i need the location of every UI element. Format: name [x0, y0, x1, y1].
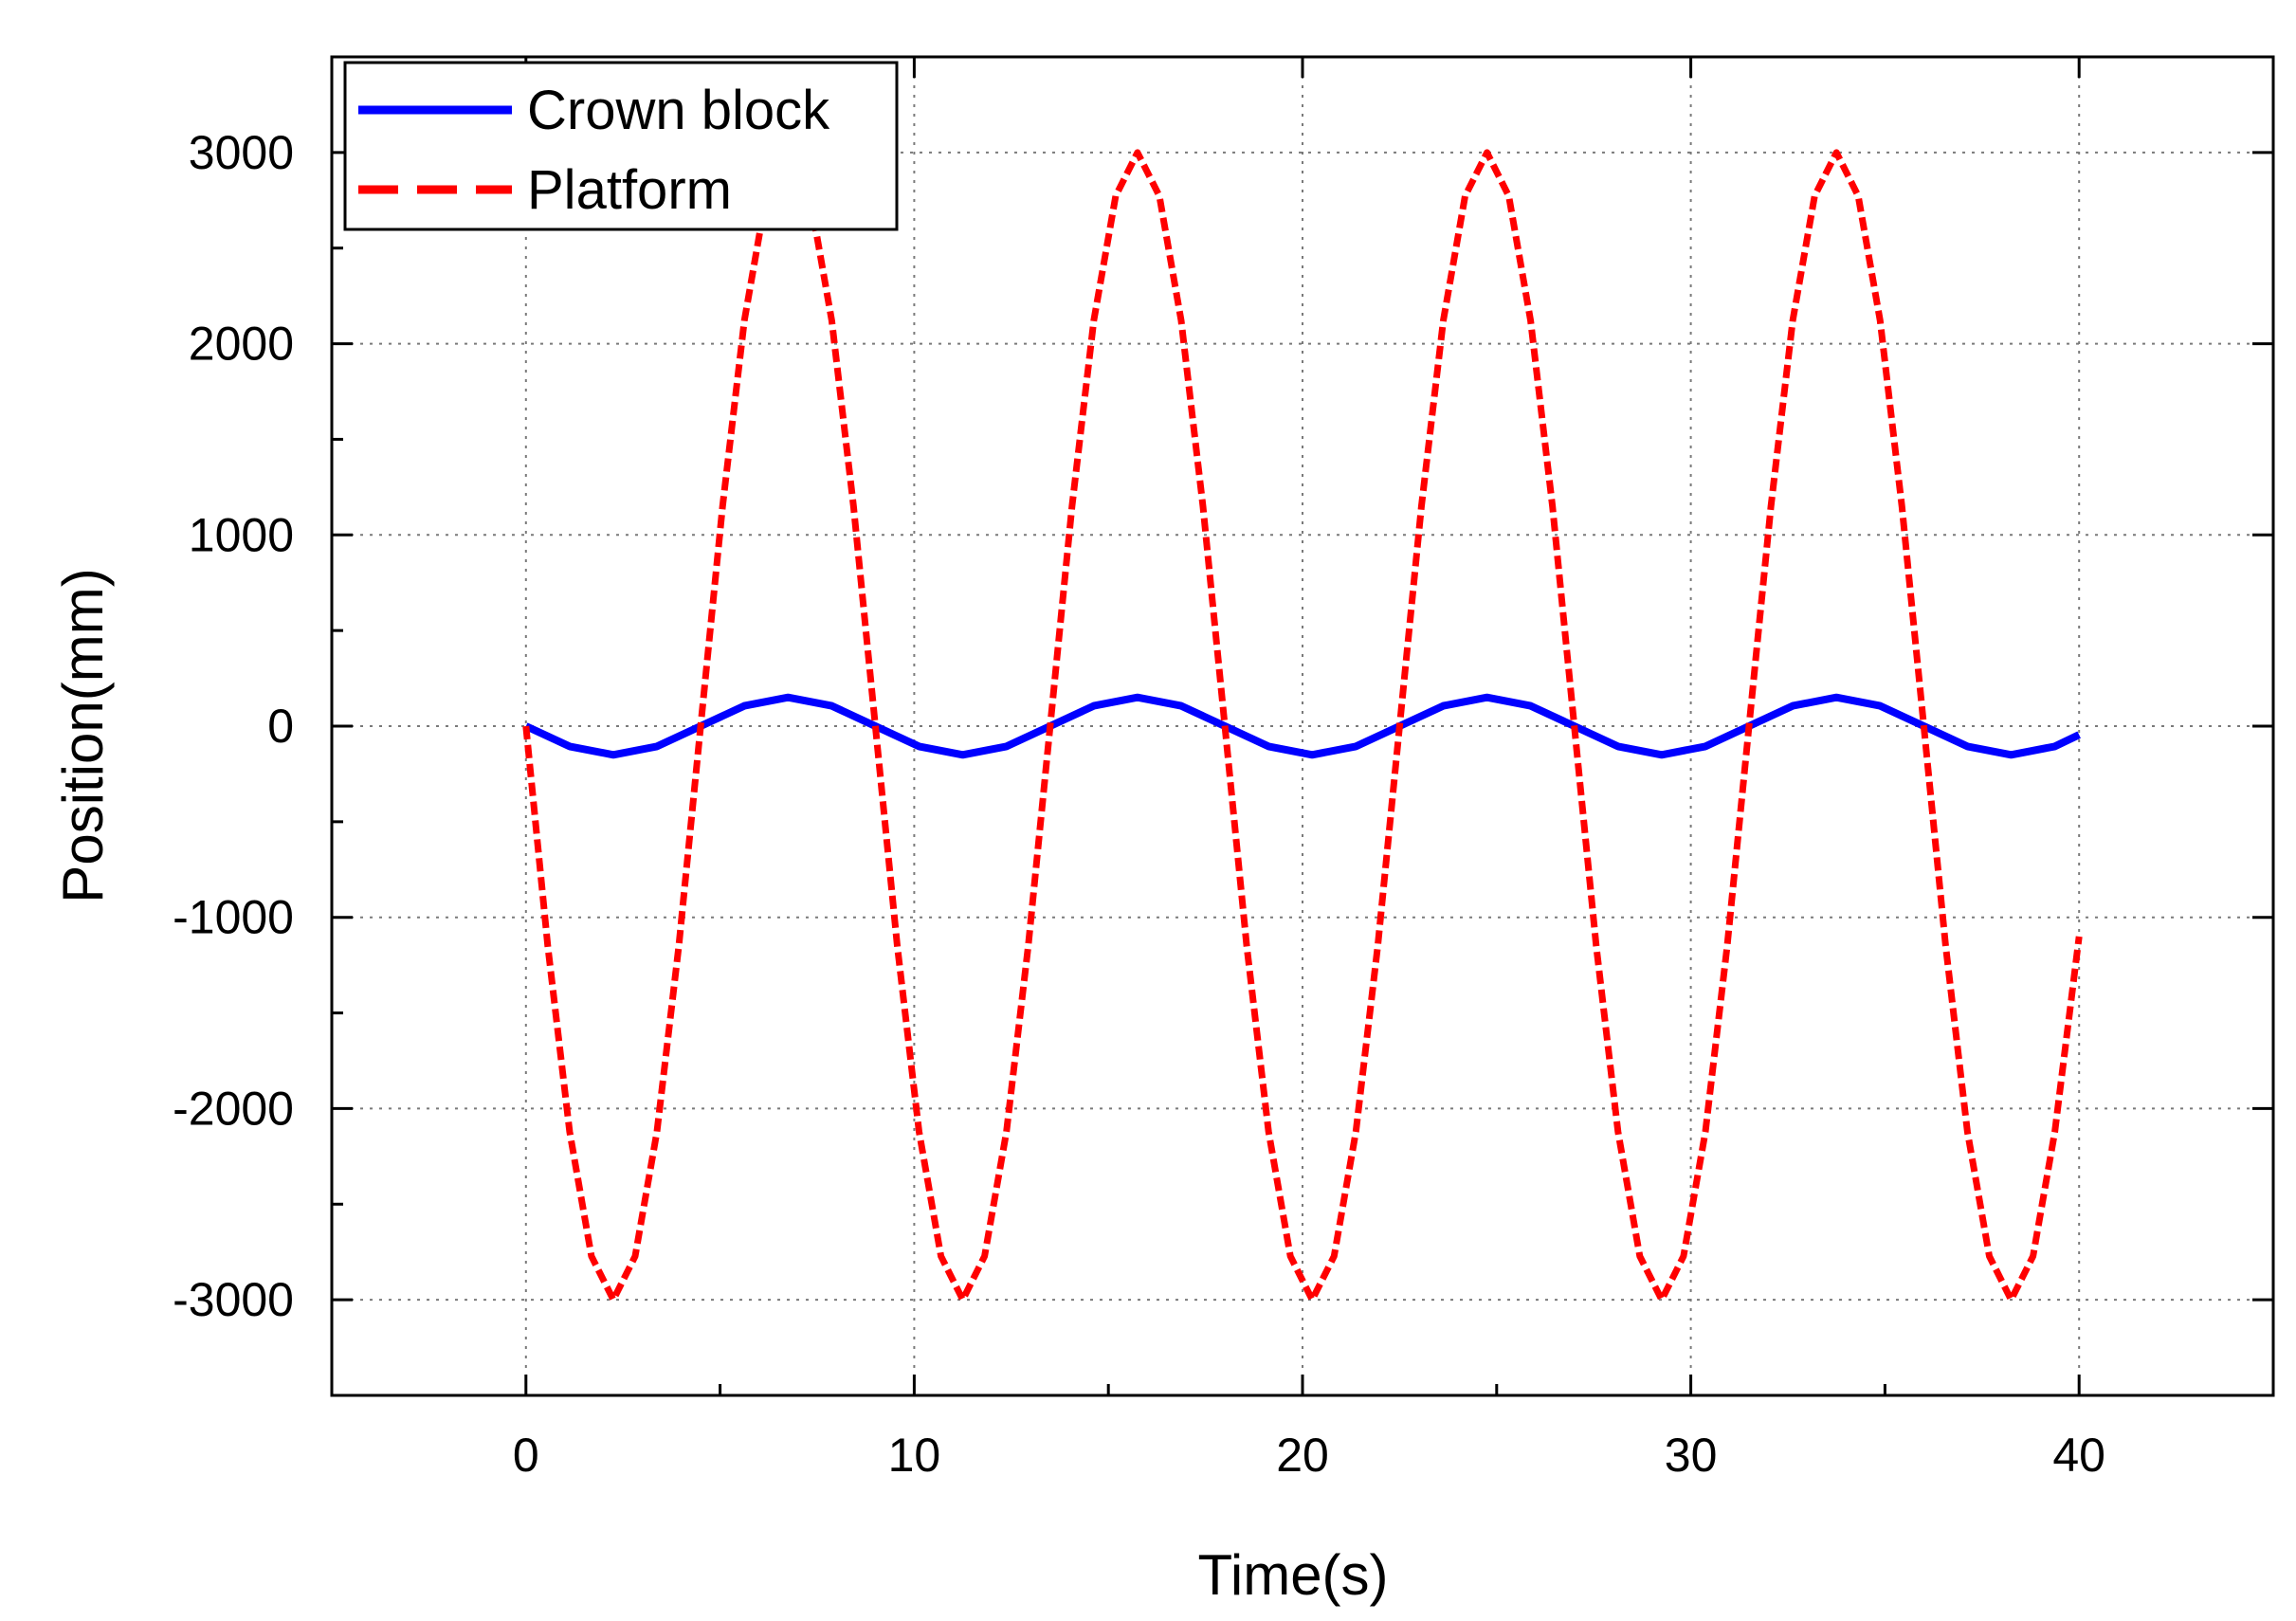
y-axis-title: Position(mm): [51, 568, 115, 902]
y-tick-label: 0: [267, 700, 294, 753]
y-tick-label: -2000: [173, 1082, 294, 1135]
series-line-platform: [522, 149, 2083, 1303]
y-tick-label: -3000: [173, 1273, 294, 1326]
x-axis-title: Time(s): [1197, 1543, 1388, 1607]
y-tick-label: 1000: [189, 508, 294, 561]
x-tick-label: 20: [1276, 1429, 1329, 1482]
legend-label-platform: Platform: [527, 159, 732, 221]
x-tick-label: 10: [888, 1429, 941, 1482]
legend-label-crown-block: Crown block: [527, 80, 830, 141]
x-tick-label: 0: [513, 1429, 539, 1482]
series-line-crown-block: [524, 693, 2081, 759]
series-group: [522, 149, 2083, 1303]
x-tick-label: 30: [1665, 1429, 1718, 1482]
y-tick-label: 2000: [189, 318, 294, 371]
legend-box: [343, 61, 899, 231]
y-tick-label: 3000: [189, 126, 294, 179]
tick-labels: 0 10 20 30 40 -3000 -2000 -1000 0 1000 2000 3000: [173, 126, 2105, 1482]
x-tick-label: 40: [2052, 1429, 2105, 1482]
axis-ticks: [330, 55, 2275, 1397]
y-tick-label: -1000: [173, 891, 294, 944]
legend: Crown block Platform: [343, 61, 899, 231]
